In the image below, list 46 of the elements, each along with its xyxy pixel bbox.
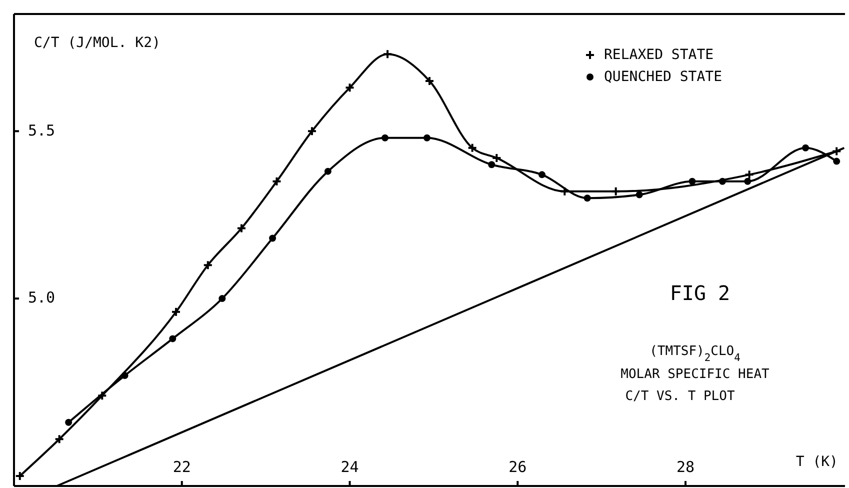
- point: [236, 223, 246, 234]
- point: [121, 372, 128, 380]
- point: [306, 126, 317, 136]
- point: [382, 134, 389, 142]
- y-tick-label: 5.5: [28, 121, 56, 140]
- point: [802, 144, 810, 152]
- annotation: (TMTSF)$_{2}$CLO$_{4}$: [650, 344, 740, 364]
- point: [833, 158, 840, 165]
- point: [610, 186, 621, 196]
- annotation: MOLAR SPECIFIC HEAT: [620, 367, 770, 382]
- point: [344, 82, 355, 93]
- point: [492, 152, 502, 163]
- point: [202, 260, 213, 270]
- point: [218, 295, 226, 302]
- point: [538, 171, 546, 178]
- point: [718, 178, 726, 185]
- x-tick-label: 22: [172, 458, 191, 476]
- annotation: C/T VS. T PLOT: [625, 389, 735, 404]
- x-tick-label: 26: [508, 458, 527, 476]
- point: [171, 306, 182, 317]
- point: [269, 234, 276, 242]
- point: [54, 434, 64, 444]
- point: [467, 142, 478, 153]
- annotation: FIG 2: [670, 281, 730, 305]
- point: [636, 191, 643, 198]
- x-tick-label: 28: [676, 458, 695, 476]
- point: [324, 168, 332, 175]
- y-tick-label: 5.0: [28, 288, 56, 307]
- point: [65, 418, 72, 426]
- x-axis-title: T (K): [796, 454, 838, 470]
- legend-label: QUENCHED STATE: [604, 68, 722, 85]
- point: [272, 176, 282, 186]
- point: [744, 170, 754, 180]
- point: [488, 161, 496, 168]
- point: [424, 76, 434, 86]
- y-axis-title: C/T (J/MOL. K2): [34, 35, 160, 51]
- point: [560, 186, 570, 196]
- legend-label: RELAXED STATE: [604, 46, 714, 63]
- point: [584, 194, 591, 202]
- point: [688, 178, 696, 185]
- point: [744, 178, 752, 185]
- point: [382, 49, 393, 60]
- point: [169, 335, 176, 342]
- x-tick-label: 24: [340, 458, 359, 476]
- point: [423, 134, 430, 142]
- point: [97, 390, 108, 401]
